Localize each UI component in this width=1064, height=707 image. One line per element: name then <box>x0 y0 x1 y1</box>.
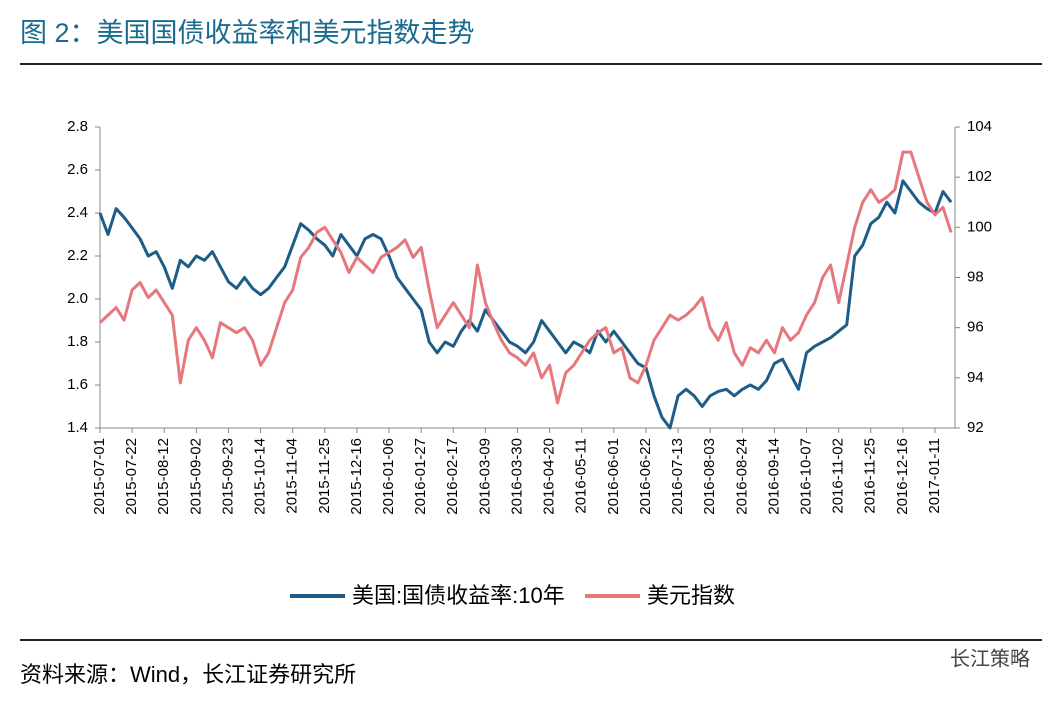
y-tick-label: 1.8 <box>67 333 88 350</box>
x-tick-label: 2016-05-11 <box>573 438 590 514</box>
x-tick-label: 2015-09-02 <box>187 438 204 515</box>
series-line <box>98 179 953 430</box>
x-tick-label: 2015-07-01 <box>91 438 108 515</box>
x-tick-label: 2016-04-20 <box>541 438 558 515</box>
series-line <box>98 150 953 405</box>
chart-title: 图 2：美国国债收益率和美元指数走势 <box>20 18 475 48</box>
y-tick-label: 2.6 <box>67 161 88 178</box>
y2-tick-label: 98 <box>967 268 984 285</box>
x-tick-label: 2016-03-09 <box>476 438 493 515</box>
y2-tick-label: 94 <box>967 369 984 386</box>
y2-tick-label: 100 <box>967 218 992 235</box>
x-tick-label: 2016-02-17 <box>444 438 461 515</box>
source-note: 资料来源：Wind，长江证券研究所 <box>20 662 356 687</box>
legend-label: 美国:国债收益率:10年 <box>352 583 565 608</box>
y-tick-label: 1.4 <box>67 419 88 436</box>
x-tick-label: 2017-01-11 <box>926 438 943 514</box>
y-tick-label: 1.6 <box>67 376 88 393</box>
x-tick-label: 2015-11-25 <box>316 438 333 514</box>
x-tick-label: 2016-01-27 <box>412 438 429 515</box>
watermark: 长江策略 <box>950 647 1030 670</box>
x-tick-label: 2016-07-13 <box>669 438 686 515</box>
legend-label: 美元指数 <box>647 583 735 608</box>
x-tick-label: 2016-01-06 <box>380 438 397 515</box>
x-tick-label: 2015-07-22 <box>123 438 140 515</box>
x-tick-label: 2015-11-04 <box>284 438 301 514</box>
y-tick-label: 2.0 <box>67 290 88 307</box>
y2-tick-label: 102 <box>967 168 992 185</box>
x-tick-label: 2015-08-12 <box>155 438 172 515</box>
x-tick-label: 2016-10-07 <box>798 438 815 515</box>
x-tick-label: 2015-09-23 <box>219 438 236 515</box>
x-tick-label: 2016-09-14 <box>765 438 782 515</box>
x-tick-label: 2016-03-30 <box>508 438 525 515</box>
x-tick-label: 2016-08-03 <box>701 438 718 515</box>
x-tick-label: 2015-10-14 <box>252 438 269 515</box>
y-tick-label: 2.8 <box>67 118 88 135</box>
x-tick-label: 2016-06-22 <box>637 438 654 515</box>
x-tick-label: 2015-12-16 <box>348 438 365 515</box>
y-tick-label: 2.2 <box>67 247 88 264</box>
y2-tick-label: 96 <box>967 319 984 336</box>
x-tick-label: 2016-11-02 <box>830 438 847 514</box>
y2-tick-label: 104 <box>967 118 992 135</box>
x-tick-label: 2016-06-01 <box>605 438 622 515</box>
y-tick-label: 2.4 <box>67 204 88 221</box>
x-tick-label: 2016-11-25 <box>862 438 879 514</box>
y2-tick-label: 92 <box>967 419 984 436</box>
x-tick-label: 2016-12-16 <box>894 438 911 515</box>
x-tick-label: 2016-08-24 <box>733 438 750 515</box>
